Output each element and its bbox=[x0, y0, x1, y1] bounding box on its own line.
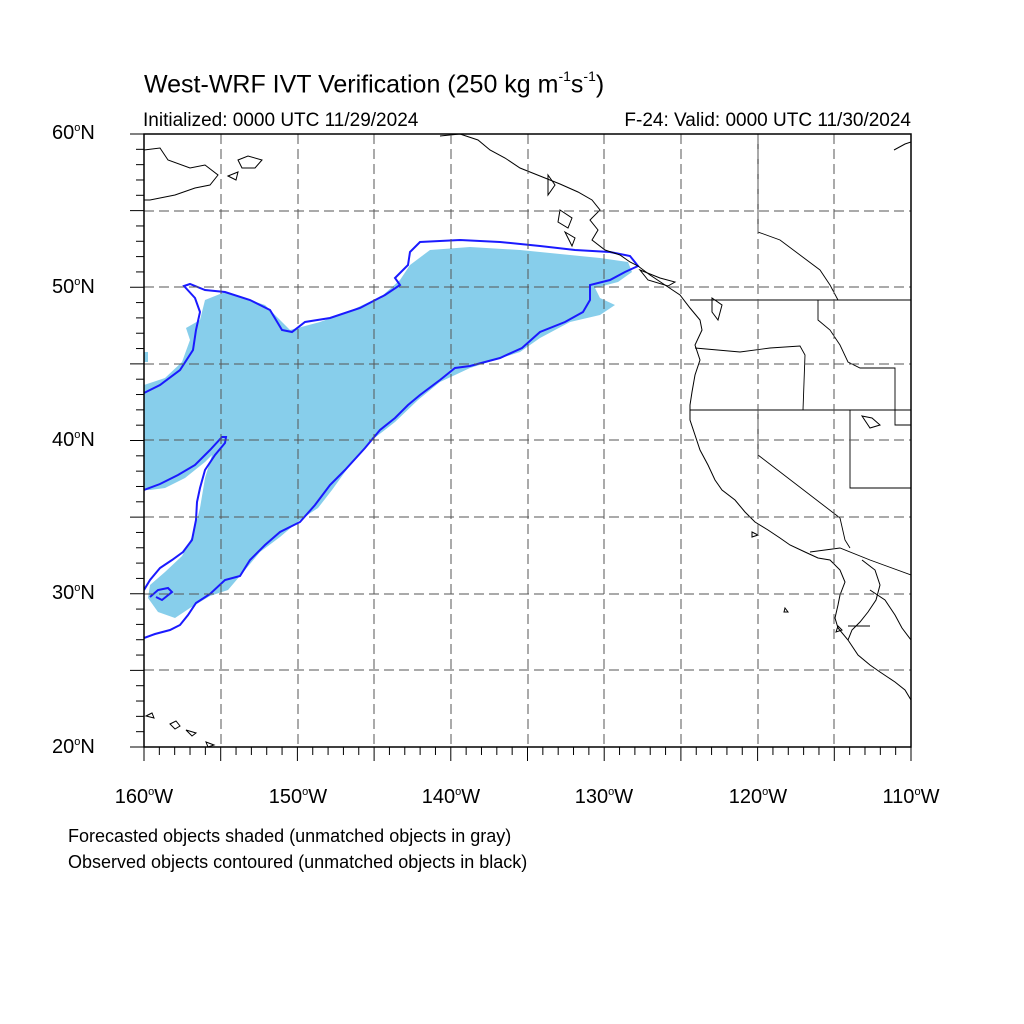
initialized-time: Initialized: 0000 UTC 11/29/2024 bbox=[143, 110, 419, 131]
lon-label-160w: 160oW bbox=[114, 786, 174, 808]
valid-time: F-24: Valid: 0000 UTC 11/30/2024 bbox=[624, 110, 911, 131]
lat-label-20n: 20oN bbox=[52, 736, 95, 758]
forecast-legend-note: Forecasted objects shaded (unmatched obj… bbox=[68, 826, 512, 846]
lon-label-140w: 140oW bbox=[421, 786, 481, 808]
political-borders bbox=[690, 134, 911, 627]
coastlines bbox=[144, 134, 911, 747]
lat-label-50n: 50oN bbox=[52, 276, 95, 298]
gridlines bbox=[144, 134, 911, 747]
observed-ivt-contour-inner bbox=[144, 436, 228, 591]
axis-ticks bbox=[130, 133, 912, 761]
lon-label-130w: 130oW bbox=[574, 786, 634, 808]
lat-label-40n: 40oN bbox=[52, 429, 95, 451]
lon-label-150w: 150oW bbox=[268, 786, 328, 808]
forecast-ivt-object bbox=[144, 247, 632, 618]
observed-ivt-contour bbox=[144, 238, 640, 639]
observed-ivt-contour-islet bbox=[149, 586, 174, 602]
lon-label-120w: 120oW bbox=[728, 786, 788, 808]
lat-label-60n: 60oN bbox=[52, 122, 95, 144]
lat-label-30n: 30oN bbox=[52, 582, 95, 604]
observed-legend-note: Observed objects contoured (unmatched ob… bbox=[68, 852, 528, 872]
lon-label-110w: 110oW bbox=[882, 786, 940, 808]
forecast-ivt-object-fragment bbox=[144, 352, 148, 362]
plot-frame bbox=[143, 133, 912, 748]
plot-title: West-WRF IVT Verification (250 kg m-1s-1… bbox=[144, 68, 605, 99]
